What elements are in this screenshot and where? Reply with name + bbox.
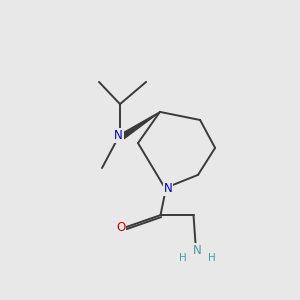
Text: O: O xyxy=(116,220,125,234)
Text: H: H xyxy=(208,253,215,263)
Text: N: N xyxy=(164,182,172,195)
Text: N: N xyxy=(193,244,202,257)
Text: N: N xyxy=(114,129,123,142)
Text: H: H xyxy=(178,253,186,263)
Polygon shape xyxy=(118,112,160,140)
